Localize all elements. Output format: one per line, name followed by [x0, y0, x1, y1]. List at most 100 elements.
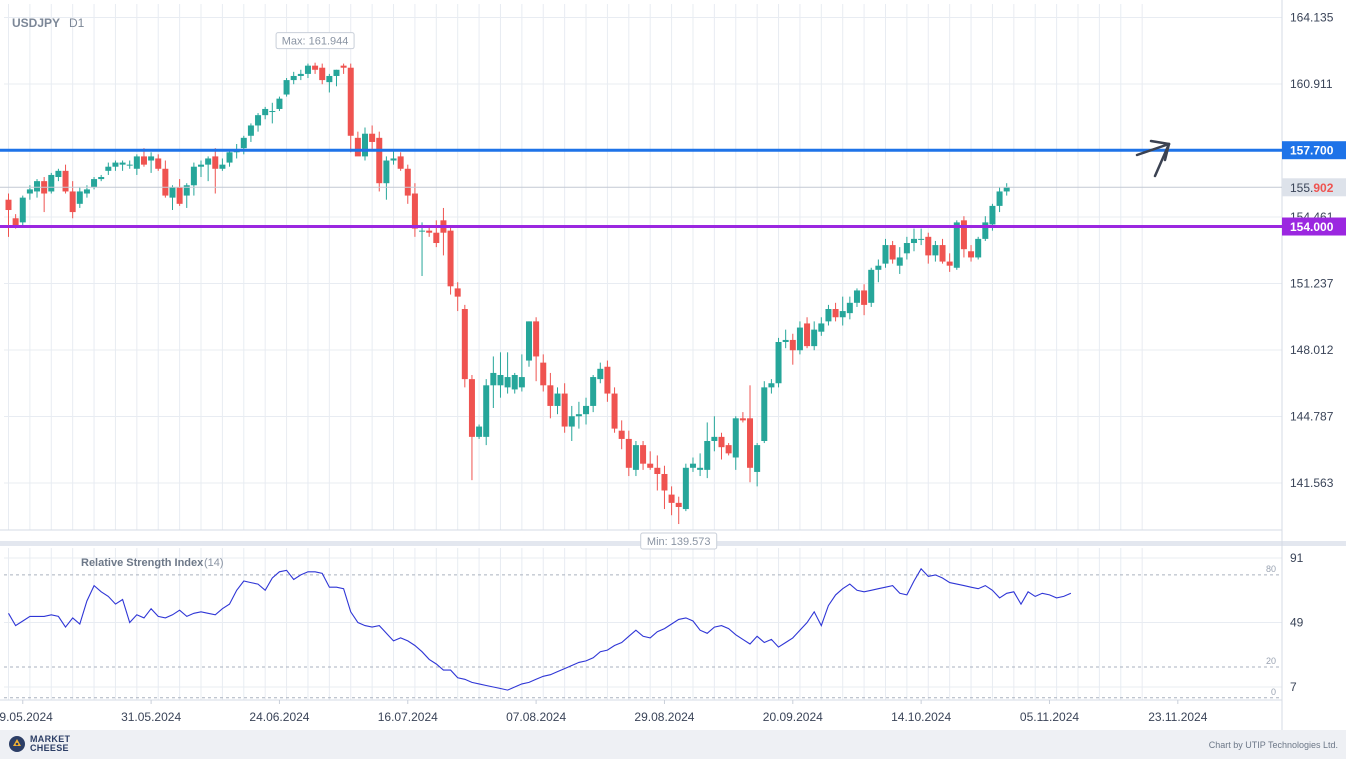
rsi-panel: 80 20 0 — [4, 564, 1282, 699]
candle-body — [811, 329, 818, 347]
brand[interactable]: MARKET CHEESE — [8, 735, 70, 753]
candle-body — [255, 115, 262, 126]
candle-body — [83, 189, 90, 194]
candle-body — [982, 222, 989, 239]
rsi-title: Relative Strength Index — [81, 557, 204, 569]
candle-body — [162, 168, 169, 196]
candle-body — [960, 220, 967, 250]
resistance-price-tag-text: 157.700 — [1290, 144, 1334, 158]
candle-body — [732, 418, 739, 458]
date-tick-label: 09.05.2024 — [0, 710, 53, 724]
candle-body — [76, 191, 83, 204]
brand-line1: MARKET — [30, 734, 71, 744]
candle-body — [55, 170, 62, 178]
candle-body — [846, 302, 853, 314]
candle-body — [19, 197, 26, 223]
candle-body — [1003, 187, 1010, 192]
axes: 164.135160.911154.461151.237148.012144.7… — [0, 11, 1346, 724]
candle-body — [26, 189, 33, 194]
date-tick-label: 24.06.2024 — [249, 710, 309, 724]
support-price-tag — [1282, 217, 1346, 236]
candle-body — [48, 174, 55, 192]
date-tick-label: 23.11.2024 — [1148, 710, 1207, 724]
candle-body — [433, 232, 440, 244]
candle-body — [133, 156, 140, 169]
cheese-logo-icon — [9, 736, 25, 752]
candle-body — [675, 502, 682, 507]
candle-body — [554, 393, 561, 406]
candle-body — [540, 362, 547, 386]
candle-body — [468, 379, 475, 437]
min-annotation-label: Min: 139.573 — [647, 536, 711, 548]
candle-body — [946, 261, 953, 266]
candle-body — [105, 166, 112, 171]
candle-body — [304, 65, 311, 74]
candle-body — [269, 111, 276, 113]
candle-body — [725, 445, 732, 454]
candle-body — [953, 222, 960, 268]
candle-body — [604, 366, 611, 394]
candle-body — [754, 445, 761, 472]
min-annotation-box — [640, 532, 718, 550]
candle-body — [568, 416, 575, 427]
candle-body — [419, 230, 426, 232]
candle-body — [183, 185, 190, 196]
candle-body — [5, 199, 12, 211]
candle-body — [939, 245, 946, 262]
candle-body — [340, 65, 347, 68]
candle-body — [91, 179, 98, 188]
candle-body — [547, 385, 554, 406]
candle-body — [198, 164, 205, 167]
candle-body — [739, 418, 746, 421]
resistance-price-tag — [1282, 141, 1346, 160]
trend-up-arrow-icon — [1135, 139, 1171, 178]
candle-body — [818, 323, 825, 332]
price-tick-label: 164.135 — [1290, 11, 1334, 25]
timeframe-label: D1 — [69, 16, 85, 30]
candle-body — [397, 156, 404, 169]
candle-body — [625, 438, 632, 468]
candle-body — [190, 166, 197, 186]
candle-body — [882, 245, 889, 264]
support-price-tag-text: 154.000 — [1290, 220, 1334, 234]
candle-body — [682, 467, 689, 510]
candle-body — [647, 463, 654, 468]
candle-body — [62, 170, 69, 192]
current-price-integer: 155. — [1290, 181, 1313, 195]
candle-body — [689, 463, 696, 468]
candle-body — [404, 168, 411, 196]
candle-body — [661, 473, 668, 491]
candle-body — [632, 445, 639, 470]
candle-body — [925, 236, 932, 256]
annotations: Max: 161.944 Min: 139.573 — [275, 32, 1171, 550]
date-tick-label: 20.09.2024 — [763, 710, 823, 724]
candle-body — [326, 75, 333, 83]
date-tick-label: 29.08.2024 — [634, 710, 694, 724]
candle-body — [611, 393, 618, 429]
candle-body — [597, 368, 604, 380]
rsi-level-label: 20 — [1266, 656, 1276, 666]
candle-body — [782, 339, 789, 343]
candle-body — [832, 309, 839, 318]
candle-body — [518, 377, 525, 388]
candle-body — [169, 187, 176, 198]
candle-body — [447, 230, 454, 287]
candle-body — [426, 230, 433, 233]
date-tick-label: 14.10.2024 — [891, 710, 951, 724]
candle-body — [119, 162, 126, 165]
candle-body — [362, 133, 368, 157]
brand-wordmark: MARKET CHEESE — [30, 735, 70, 753]
candle-body — [853, 290, 860, 303]
candle-body — [369, 133, 376, 142]
candle-body — [219, 164, 226, 169]
candle-body — [918, 238, 925, 240]
candle-body — [290, 75, 297, 81]
candle-body — [583, 405, 590, 415]
candle-body — [112, 162, 119, 167]
date-tick-label: 05.11.2024 — [1020, 710, 1079, 724]
candle-body — [768, 383, 775, 388]
date-tick-label: 16.07.2024 — [378, 710, 438, 724]
candle-body — [704, 440, 711, 470]
candle-body — [476, 426, 483, 437]
